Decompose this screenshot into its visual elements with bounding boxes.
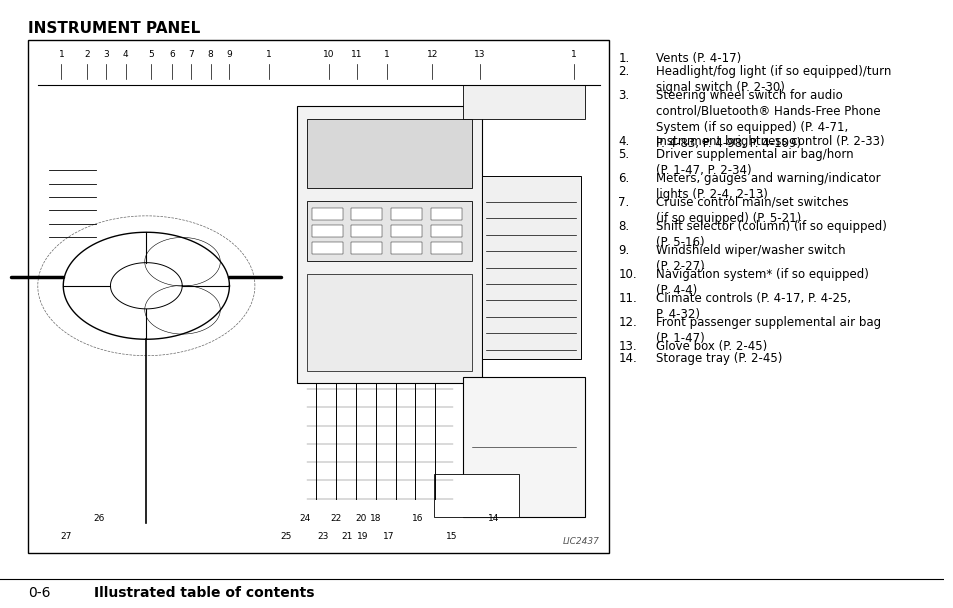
Text: 11.: 11. <box>618 291 637 305</box>
Bar <box>312 208 342 220</box>
Text: 23: 23 <box>316 532 328 541</box>
Text: 13.: 13. <box>618 339 637 353</box>
Text: 5: 5 <box>148 50 153 59</box>
Text: 20: 20 <box>355 514 366 522</box>
Text: 4: 4 <box>123 50 129 59</box>
Bar <box>307 274 472 371</box>
Text: Vents (P. 4-17): Vents (P. 4-17) <box>656 52 740 64</box>
Text: 5.: 5. <box>618 148 629 161</box>
Text: Climate controls (P. 4-17, P. 4-25,
P. 4-32): Climate controls (P. 4-17, P. 4-25, P. 4… <box>656 291 850 320</box>
Text: Meters, gauges and warning/indicator
lights (P. 2-4, 2-13): Meters, gauges and warning/indicator lig… <box>656 171 880 201</box>
Text: 8.: 8. <box>618 219 629 233</box>
Bar <box>391 225 421 237</box>
Text: Illustrated table of contents: Illustrated table of contents <box>94 586 314 600</box>
Text: 1: 1 <box>266 50 272 59</box>
Text: 2.: 2. <box>618 64 629 78</box>
Text: 14.: 14. <box>618 353 637 365</box>
Text: 1: 1 <box>384 50 390 59</box>
Text: 25: 25 <box>280 532 292 541</box>
Text: 21: 21 <box>341 532 353 541</box>
Text: Cruise control main/set switches
(if so equipped) (P. 5-21): Cruise control main/set switches (if so … <box>656 196 848 224</box>
Bar <box>430 242 461 254</box>
Text: 1: 1 <box>58 50 64 59</box>
Bar <box>307 119 472 188</box>
Bar <box>430 225 461 237</box>
Bar <box>351 225 382 237</box>
Text: 7: 7 <box>188 50 193 59</box>
Bar <box>297 106 481 383</box>
Text: 1: 1 <box>571 50 577 59</box>
Bar <box>430 208 461 220</box>
Text: 18: 18 <box>370 514 381 522</box>
Text: Navigation system* (if so equipped)
(P. 4-4): Navigation system* (if so equipped) (P. … <box>656 268 868 297</box>
Bar <box>312 242 342 254</box>
Bar <box>351 242 382 254</box>
Text: 1.: 1. <box>618 52 629 64</box>
Text: 19: 19 <box>356 532 368 541</box>
Text: 22: 22 <box>330 514 341 522</box>
Text: 12.: 12. <box>618 316 637 328</box>
Text: 10.: 10. <box>618 268 637 280</box>
Text: 14: 14 <box>488 514 499 522</box>
Text: 9: 9 <box>226 50 232 59</box>
Bar <box>481 176 580 359</box>
Text: 13: 13 <box>474 50 485 59</box>
Text: 10: 10 <box>322 50 334 59</box>
Text: 3.: 3. <box>618 89 629 102</box>
Text: 6: 6 <box>169 50 174 59</box>
Text: 26: 26 <box>93 514 105 522</box>
Text: 7.: 7. <box>618 196 629 209</box>
Text: 8: 8 <box>208 50 213 59</box>
Text: INSTRUMENT PANEL: INSTRUMENT PANEL <box>29 21 200 36</box>
Text: 15: 15 <box>445 532 456 541</box>
Text: Instrument brightness control (P. 2-33): Instrument brightness control (P. 2-33) <box>656 135 883 148</box>
Text: 12: 12 <box>426 50 437 59</box>
Text: Windshield wiper/washer switch
(P. 2-27): Windshield wiper/washer switch (P. 2-27) <box>656 244 845 272</box>
Text: 24: 24 <box>299 514 311 522</box>
Bar <box>391 208 421 220</box>
Text: Headlight/fog light (if so equipped)/turn
signal switch (P. 2-30): Headlight/fog light (if so equipped)/tur… <box>656 64 891 94</box>
Text: Steering wheel switch for audio
control/Bluetooth® Hands-Free Phone
System (if s: Steering wheel switch for audio control/… <box>656 89 880 150</box>
Bar <box>391 242 421 254</box>
Text: Front passenger supplemental air bag
(P. 1-47): Front passenger supplemental air bag (P.… <box>656 316 881 345</box>
Text: 3: 3 <box>103 50 109 59</box>
Text: Shift selector (column) (if so equipped)
(P. 5-16): Shift selector (column) (if so equipped)… <box>656 219 886 249</box>
Text: 9.: 9. <box>618 244 629 257</box>
Text: 4.: 4. <box>618 135 629 148</box>
Text: 11: 11 <box>351 50 362 59</box>
Bar <box>462 85 585 119</box>
Text: 0-6: 0-6 <box>29 586 51 600</box>
Text: 2: 2 <box>84 50 90 59</box>
Bar <box>29 40 608 553</box>
Bar <box>312 225 342 237</box>
Text: Storage tray (P. 2-45): Storage tray (P. 2-45) <box>656 353 781 365</box>
Text: Driver supplemental air bag/horn
(P. 1-47, P. 2-34): Driver supplemental air bag/horn (P. 1-4… <box>656 148 853 176</box>
Bar <box>434 474 518 517</box>
Text: 6.: 6. <box>618 171 629 185</box>
Bar <box>307 201 472 261</box>
Text: 27: 27 <box>60 532 71 541</box>
Bar <box>351 208 382 220</box>
Text: 17: 17 <box>383 532 395 541</box>
Text: 16: 16 <box>411 514 422 522</box>
Bar <box>462 377 585 517</box>
Text: Glove box (P. 2-45): Glove box (P. 2-45) <box>656 339 766 353</box>
Text: LIC2437: LIC2437 <box>562 537 598 546</box>
